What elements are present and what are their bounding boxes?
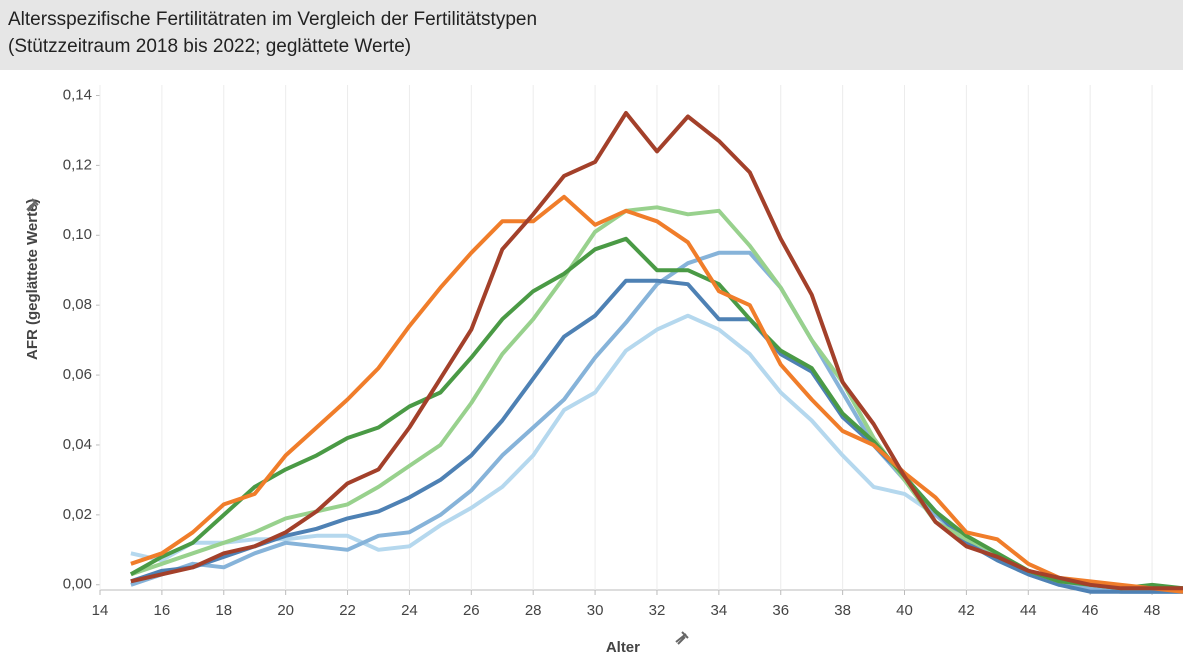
series-line bbox=[130, 111, 1183, 591]
x-tick-label: 30 bbox=[587, 602, 604, 619]
x-tick-label: 44 bbox=[1020, 602, 1037, 619]
y-tick-label: 0,12 bbox=[63, 156, 92, 173]
chart-title: Altersspezifische Fertilitätraten im Ver… bbox=[8, 9, 538, 30]
x-tick-label: 24 bbox=[401, 602, 418, 619]
y-tick-label: 0,02 bbox=[63, 506, 92, 523]
series-line bbox=[129, 236, 1183, 591]
pin-icon bbox=[675, 631, 689, 645]
x-tick-label: 34 bbox=[711, 602, 728, 619]
x-tick-label: 20 bbox=[277, 602, 294, 619]
x-tick-label: 36 bbox=[772, 602, 789, 619]
pin-icon bbox=[26, 198, 39, 212]
chart-subtitle: (Stützzeitraum 2018 bis 2022; geglättete… bbox=[8, 36, 412, 57]
x-tick-label: 46 bbox=[1082, 602, 1099, 619]
y-tick-label: 0,10 bbox=[63, 226, 92, 243]
series-line bbox=[130, 194, 1183, 594]
x-tick-label: 48 bbox=[1144, 602, 1161, 619]
x-tick-label: 42 bbox=[958, 602, 975, 619]
x-tick-label: 38 bbox=[834, 602, 851, 619]
x-tick-label: 40 bbox=[896, 602, 913, 619]
x-tick-label: 16 bbox=[154, 602, 171, 619]
y-tick-label: 0,08 bbox=[63, 296, 92, 313]
x-tick-label: 22 bbox=[339, 602, 356, 619]
x-tick-label: 26 bbox=[463, 602, 480, 619]
y-tick-label: 0,04 bbox=[63, 436, 92, 453]
title-bar: Altersspezifische Fertilitätraten im Ver… bbox=[0, 0, 1183, 70]
y-tick-label: 0,06 bbox=[63, 366, 92, 383]
x-axis-title: Alter bbox=[606, 639, 640, 656]
x-tick-label: 32 bbox=[649, 602, 666, 619]
y-axis-title: AFR (geglättete Werte) bbox=[24, 199, 41, 360]
series-line bbox=[130, 278, 1183, 594]
x-tick-label: 28 bbox=[525, 602, 542, 619]
x-tick-label: 14 bbox=[92, 602, 109, 619]
x-tick-label: 18 bbox=[215, 602, 232, 619]
y-tick-label: 0,14 bbox=[63, 86, 92, 103]
y-tick-label: 0,00 bbox=[63, 576, 92, 593]
